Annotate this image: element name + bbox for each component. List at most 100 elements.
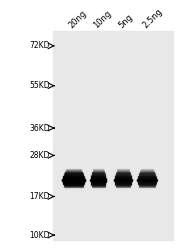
Bar [139, 184, 155, 185]
Bar [114, 179, 132, 180]
Bar [118, 169, 129, 170]
Bar [138, 182, 156, 183]
Bar [63, 176, 84, 177]
Bar [90, 180, 106, 181]
Bar [138, 183, 156, 184]
Bar [91, 183, 105, 184]
Bar [65, 170, 81, 172]
Bar [115, 175, 130, 176]
Bar [140, 170, 153, 171]
Text: 55KD: 55KD [29, 81, 50, 90]
Text: 36KD: 36KD [29, 124, 50, 132]
Bar [63, 182, 84, 183]
Bar [92, 184, 105, 185]
Text: 2.5ng: 2.5ng [141, 6, 164, 30]
Bar [91, 183, 105, 184]
Bar [137, 180, 156, 181]
Bar [93, 170, 104, 172]
Text: 20ng: 20ng [67, 8, 88, 30]
Bar [62, 180, 85, 181]
Bar [139, 174, 155, 175]
Bar [62, 180, 85, 181]
Bar [116, 175, 130, 176]
Bar [65, 173, 82, 174]
Bar [92, 172, 104, 173]
Bar [91, 176, 105, 177]
Bar [115, 182, 131, 183]
Bar [91, 177, 105, 178]
Bar [62, 179, 85, 180]
Bar [65, 171, 82, 172]
Bar [92, 175, 105, 176]
Bar [139, 175, 155, 176]
Bar [137, 179, 156, 180]
Bar [92, 174, 105, 175]
Bar [90, 179, 106, 180]
Bar [117, 170, 129, 171]
Bar [92, 184, 105, 185]
Bar [91, 178, 106, 179]
Bar [114, 179, 132, 180]
Bar [64, 174, 83, 175]
Bar [140, 170, 154, 172]
Bar [90, 179, 106, 180]
Bar [64, 184, 83, 185]
Bar [139, 184, 155, 185]
Bar [138, 177, 156, 178]
Bar [62, 178, 84, 179]
Bar [92, 175, 105, 176]
Bar [115, 176, 131, 177]
Bar [62, 181, 84, 182]
Bar [114, 180, 132, 181]
Bar [138, 176, 155, 177]
Bar [115, 178, 131, 179]
Bar [139, 185, 155, 186]
Text: 10ng: 10ng [92, 8, 113, 30]
Text: 10KD: 10KD [29, 230, 50, 239]
Bar [138, 181, 156, 182]
Text: 5ng: 5ng [117, 12, 134, 30]
Bar [91, 182, 105, 183]
Bar [115, 176, 131, 177]
Bar [140, 171, 154, 172]
Bar [93, 171, 104, 172]
Bar [138, 183, 155, 184]
Text: 72KD: 72KD [29, 42, 50, 50]
Bar [116, 184, 130, 185]
Bar [117, 171, 129, 172]
Bar [92, 185, 105, 186]
Bar [93, 170, 104, 171]
Bar [116, 185, 130, 186]
Bar [64, 185, 83, 186]
Bar [138, 179, 156, 180]
Bar [139, 175, 155, 176]
Bar [53, 31, 173, 240]
Bar [93, 169, 103, 170]
Text: 28KD: 28KD [29, 151, 50, 160]
Bar [91, 176, 105, 177]
Bar [64, 184, 83, 185]
Bar [140, 172, 154, 173]
Bar [141, 169, 153, 170]
Bar [116, 174, 130, 175]
Bar [117, 170, 129, 172]
Bar [66, 169, 81, 170]
Bar [138, 180, 156, 181]
Bar [64, 175, 83, 176]
Bar [92, 173, 104, 174]
Bar [114, 180, 132, 181]
Bar [66, 170, 81, 171]
Bar [65, 172, 82, 173]
Bar [116, 172, 130, 173]
Bar [64, 175, 83, 176]
Bar [115, 183, 131, 184]
Bar [138, 178, 156, 179]
Bar [63, 183, 84, 184]
Bar [63, 177, 84, 178]
Bar [115, 181, 131, 182]
Bar [62, 179, 85, 180]
Bar [139, 173, 154, 174]
Text: 17KD: 17KD [29, 192, 50, 201]
Bar [116, 173, 130, 174]
Bar [115, 183, 131, 184]
